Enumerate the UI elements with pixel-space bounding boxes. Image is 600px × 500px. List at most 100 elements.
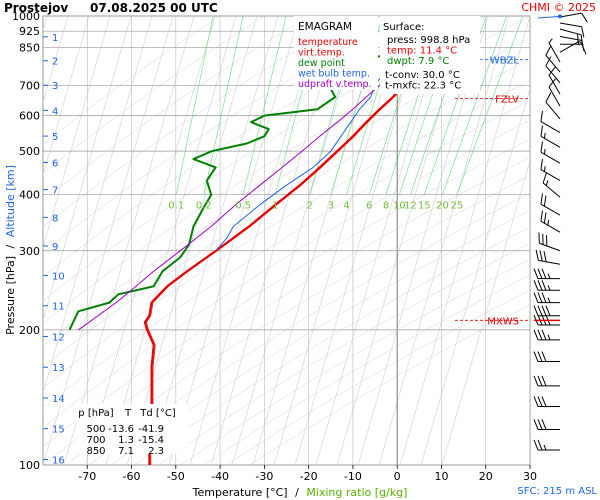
altitude-tick-label: 16 [52,455,65,466]
datetime: 07.08.2025 00 UTC [90,1,218,15]
table-cell: -15.4 [138,435,164,446]
marker-label-mxws: MXWS [487,316,519,327]
wind-barb-feather [541,351,547,362]
x-tick-label: -50 [167,470,185,483]
wind-barb-half-feather [543,166,546,172]
wind-barb [533,280,560,291]
mixing-ratio-label: 15 [418,201,431,212]
wind-barb [533,419,560,430]
bg-diagonal-line [43,16,132,322]
y-tick-label: 300 [19,245,40,258]
bg-diagonal-line [84,16,216,465]
wind-barb-feather [538,232,540,244]
x-tick-label: 20 [479,470,493,483]
surface-title: Surface: [383,22,424,33]
bg-diagonal-line [63,16,195,465]
wind-barb-feather [542,233,544,245]
x-tick-label: 0 [394,470,401,483]
mixing-ratio-label: 0.1 [168,201,184,212]
altitude-tick-label: 8 [52,213,58,224]
wind-barb [533,292,560,304]
wind-barb [533,439,560,451]
altitude-tick-label: 14 [52,394,65,405]
wind-barb-half-feather [543,148,546,155]
x-tick-label: -30 [255,470,273,483]
wind-barb-feather [533,396,539,407]
wind-barb-feather [533,305,539,316]
table-cell: 7.1 [118,446,134,457]
mixing-ratio-line [456,16,524,195]
wind-barb-half-feather [547,285,551,291]
legend-item: dew point [298,58,345,69]
bg-adiabat-line [65,175,530,465]
bg-adiabat-line [88,192,530,465]
bg-adiabat-line [203,274,530,465]
bg-diagonal-line [43,16,111,249]
wind-barb [533,329,560,341]
wind-barb-feather [546,235,548,246]
wind-barb-feather [533,351,539,362]
mixing-ratio-label: 10 [393,201,406,212]
wind-barb-half-feather [545,180,549,186]
table-cell: -41.9 [138,424,164,435]
y-tick-label: 700 [19,80,40,93]
mixing-ratio-label: 2 [306,201,312,212]
wind-barb-feather [581,26,585,38]
wind-barb-feather [533,268,539,279]
wind-barb-feather [537,268,543,279]
wind-barb-feather [541,280,547,291]
y-tick-label: 600 [19,110,40,123]
altitude-tick-label: 9 [52,242,58,253]
surface-line: press: 998.8 hPa [387,35,470,46]
bg-adiabat-line [180,259,530,465]
legend-item: udpraft v.temp. [298,79,372,90]
x-axis-label-sep: / [295,486,299,499]
mixing-ratio-label: 0.2 [196,201,212,212]
wind-barb-feather [541,305,547,316]
wind-barb-feather [537,351,543,362]
bg-adiabat-line [43,119,530,428]
wind-barb-feather [545,92,552,103]
bg-diagonal-line [231,16,363,465]
wind-barb-staff [545,54,561,73]
y-axis-label: Pressure [hPa] / Altitude [km] [4,165,17,335]
bg-adiabat-line [43,100,530,409]
wind-barb [560,43,587,55]
wind-barb [540,158,561,182]
y-tick-label: 200 [19,324,40,337]
wind-barb [535,249,561,265]
wind-barb [545,92,561,120]
wind-barb-feather [581,44,587,55]
bg-diagonal-line [105,16,237,465]
table-box [76,404,188,454]
data-table: p [hPa] T Td [°C] 500 -13.6 -41.9 700 1.3 -15.4 8… [78,408,176,457]
wind-barb-feather [540,158,543,170]
surface-line: temp: 11.4 °C [387,46,457,57]
wind-barb-feather [537,329,543,341]
bg-adiabat-line [111,210,530,465]
x-axis-label-mixing: Mixing ratio [g/kg] [306,486,407,499]
surface-barb-dot [558,14,562,19]
wind-barb-staff [548,86,561,107]
wind-barb-feather [533,375,539,387]
table-header: T [124,408,132,419]
x-tick-label: -20 [300,470,318,483]
wind-barb-staff [545,101,561,120]
wind-barb [533,375,560,387]
wind-barb-feather [537,375,543,387]
surface-line: dwpt: 7.9 °C [387,56,449,67]
wind-barb [545,56,561,84]
table-cell: 700 [86,435,105,446]
wind-barb-feather [541,329,547,341]
altitude-tick-label: 15 [52,425,65,436]
wind-barb-feather [541,268,547,279]
surface-line: t-mxfc: 22.3 °C [385,81,461,92]
bg-adiabat-line [43,157,530,465]
wind-barb [533,305,560,317]
altitude-tick-label: 5 [52,132,58,143]
y-tick-label: 925 [19,25,40,38]
wind-barb-feather [541,396,547,407]
wind-barb-staff [542,182,561,198]
mixing-ratio-line [175,16,214,195]
altitude-tick-label: 11 [52,302,65,313]
